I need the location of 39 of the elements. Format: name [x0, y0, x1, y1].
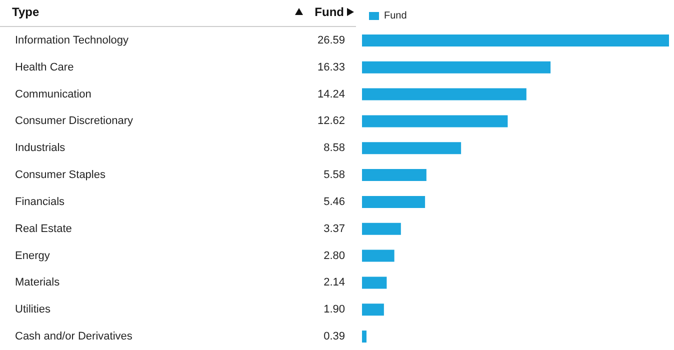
data-label: 14.24: [317, 88, 345, 100]
bar: [362, 142, 462, 154]
data-label: 1.90: [324, 304, 345, 316]
bar: [362, 34, 669, 46]
y-tick-label: Energy: [15, 250, 50, 262]
data-label: 12.62: [317, 115, 345, 128]
bar: [362, 169, 426, 182]
y-tick-label: Industrials: [15, 142, 66, 154]
bar: [362, 330, 367, 343]
data-label: 8.58: [324, 142, 345, 154]
y-tick-label: Health Care: [15, 61, 74, 74]
data-label: 16.33: [317, 61, 345, 74]
x-axis-title: Fund: [314, 5, 344, 19]
data-label: 5.46: [324, 196, 345, 208]
data-label: 3.37: [324, 222, 345, 235]
y-tick-label: Consumer Staples: [15, 169, 106, 182]
bar: [362, 276, 387, 289]
bar: [362, 304, 384, 316]
bar: [362, 222, 401, 235]
data-label: 2.80: [324, 250, 345, 262]
y-tick-label: Cash and/or Derivatives: [15, 330, 133, 343]
bar: [362, 250, 394, 262]
data-label: 0.39: [324, 330, 345, 343]
y-tick-label: Financials: [15, 196, 66, 208]
bar: [362, 115, 508, 128]
y-tick-label: Information Technology: [15, 34, 130, 46]
bar: [362, 88, 526, 100]
y-axis-title: Type: [12, 5, 40, 19]
y-tick-label: Consumer Discretionary: [15, 115, 134, 128]
data-label: 26.59: [317, 34, 345, 46]
data-label: 2.14: [324, 276, 345, 289]
y-tick-label: Utilities: [15, 304, 51, 316]
bar: [362, 61, 551, 74]
bar: [362, 196, 426, 208]
legend-label: Fund: [384, 10, 407, 22]
y-tick-label: Real Estate: [15, 222, 72, 235]
data-label: 5.58: [324, 169, 345, 182]
y-tick-label: Communication: [15, 88, 92, 100]
y-tick-label: Materials: [15, 276, 60, 289]
